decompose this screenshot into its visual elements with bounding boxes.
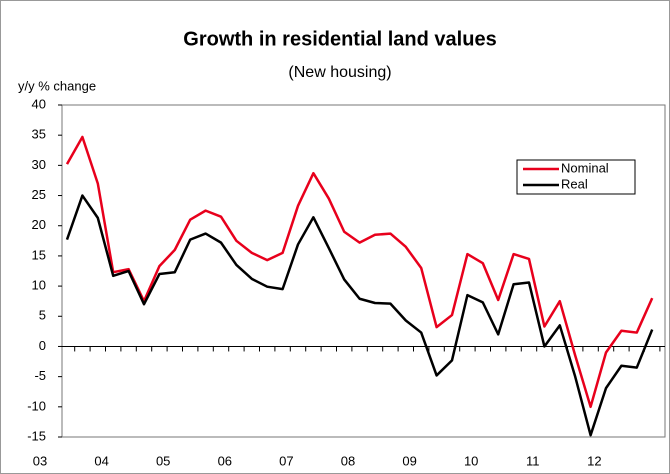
y-tick-label: 25 — [32, 187, 46, 202]
y-tick-label: -5 — [34, 368, 46, 383]
y-tick-label: 30 — [32, 157, 46, 172]
x-tick-label: 11 — [526, 453, 540, 468]
x-tick-label: 06 — [218, 453, 232, 468]
legend-box — [516, 159, 636, 195]
series-line — [65, 135, 654, 409]
x-tick-label: 12 — [587, 453, 601, 468]
y-tick-label: 40 — [32, 96, 46, 111]
chart-subtitle: (New housing) — [288, 64, 391, 81]
legend-label: Nominal — [561, 160, 609, 175]
legend-label: Real — [561, 176, 588, 191]
y-tick-label: 5 — [39, 308, 46, 323]
y-tick-label: -15 — [27, 428, 46, 443]
x-tick-label: 03 — [33, 453, 47, 468]
y-tick-label: 0 — [39, 338, 46, 353]
y-axis-label: y/y % change — [18, 78, 96, 93]
y-tick-label: -10 — [27, 398, 46, 413]
chart-title: Growth in residential land values — [183, 28, 496, 50]
x-tick-label: 05 — [156, 453, 170, 468]
x-tick-label: 10 — [464, 453, 478, 468]
y-tick-label: 10 — [32, 278, 46, 293]
y-tick-label: 15 — [32, 247, 46, 262]
y-tick-label: 20 — [32, 217, 46, 232]
y-tick-label: 35 — [32, 127, 46, 142]
x-tick-label: 08 — [341, 453, 355, 468]
plot-area — [61, 104, 666, 438]
x-tick-label: 07 — [279, 453, 293, 468]
x-tick-label: 09 — [402, 453, 416, 468]
series-line — [65, 194, 654, 437]
x-tick-label: 04 — [94, 453, 108, 468]
